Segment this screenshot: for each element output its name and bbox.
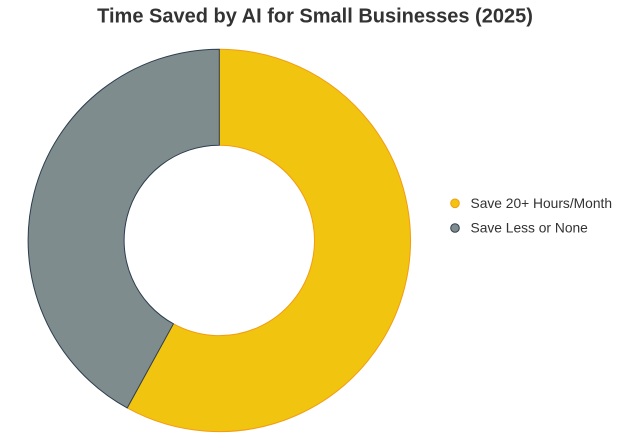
svg-text:Save 20+ Hours/Month: Save 20+ Hours/Month (471, 196, 613, 211)
svg-text:Save Less or None: Save Less or None (471, 220, 589, 235)
svg-text:Time Saved by AI for Small Bus: Time Saved by AI for Small Businesses (2… (97, 5, 533, 27)
